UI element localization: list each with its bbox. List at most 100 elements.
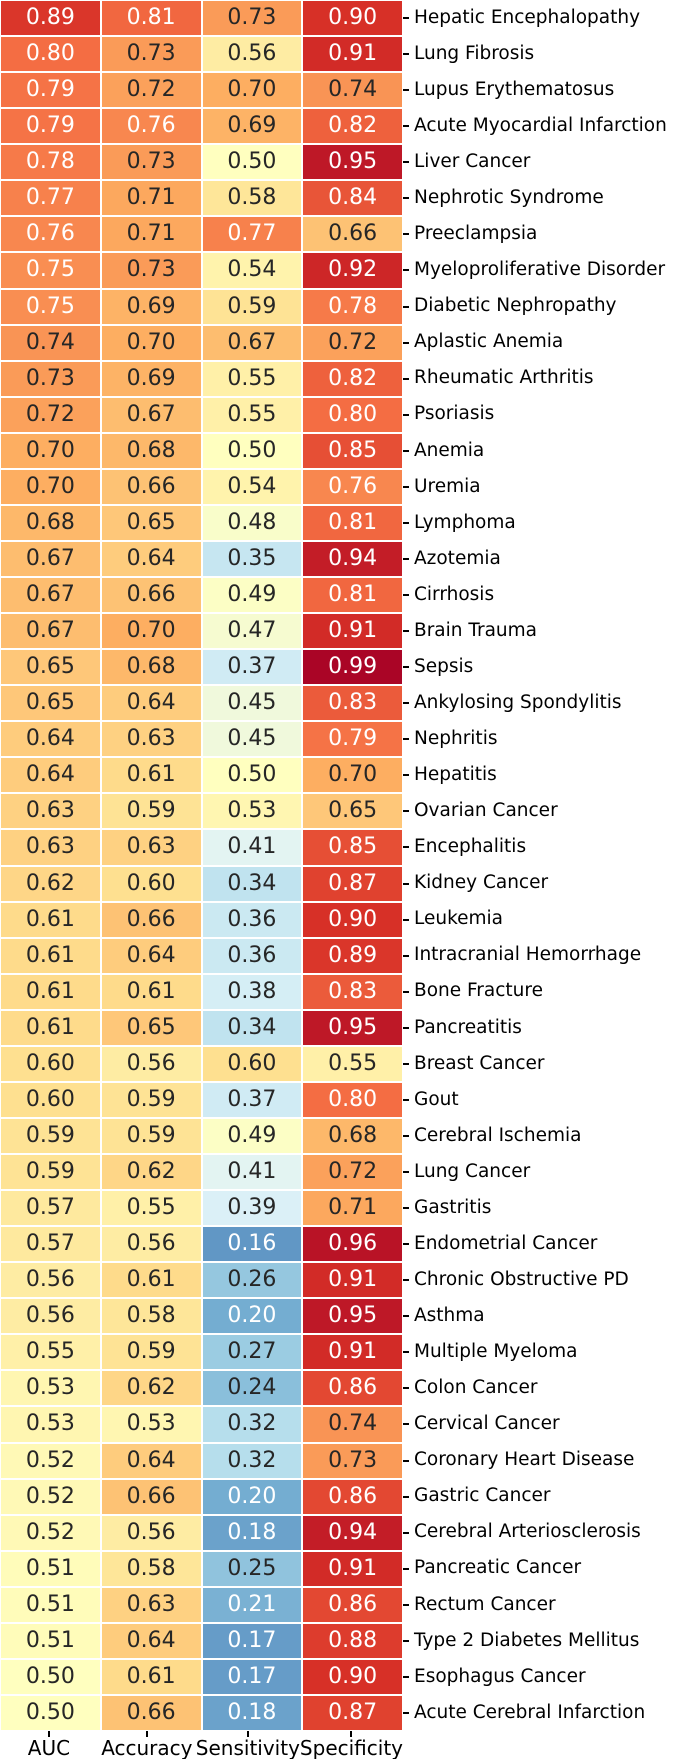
heatmap-row: 0.77 0.71 0.58 0.84 — [0, 180, 403, 217]
heatmap-cell-sensitivity: 0.34 — [201, 1009, 303, 1046]
y-tick — [403, 1495, 409, 1498]
heatmap-cell-specificity: 0.66 — [302, 216, 403, 253]
row-label: Bone Fracture — [414, 980, 543, 1002]
row-label: Psoriasis — [414, 403, 495, 425]
y-tick — [403, 305, 409, 308]
heatmap-cell-sensitivity: 0.45 — [201, 685, 303, 722]
row-label: Coronary Heart Disease — [414, 1449, 635, 1471]
heatmap-cell-specificity: 0.84 — [302, 180, 403, 217]
heatmap-cell-specificity: 0.95 — [302, 144, 403, 181]
heatmap-row: 0.57 0.56 0.16 0.96 — [0, 1226, 403, 1263]
row-label: Leukemia — [414, 908, 504, 930]
heatmap-row: 0.61 0.61 0.38 0.83 — [0, 973, 403, 1010]
heatmap-cell-specificity: 0.95 — [302, 1298, 403, 1335]
y-tick — [403, 1531, 409, 1534]
y-tick — [403, 1026, 409, 1029]
heatmap-row: 0.50 0.61 0.17 0.90 — [0, 1658, 403, 1695]
heatmap-row: 0.60 0.56 0.60 0.55 — [0, 1045, 403, 1082]
x-tick — [350, 1731, 353, 1737]
y-tick — [403, 630, 409, 633]
row-label-item: Coronary Heart Disease — [403, 1443, 685, 1479]
heatmap-cell-auc: 0.65 — [0, 685, 101, 722]
heatmap-row: 0.65 0.68 0.37 0.99 — [0, 649, 403, 686]
row-label: Multiple Myeloma — [414, 1341, 578, 1363]
y-tick — [403, 413, 409, 416]
heatmap-row: 0.59 0.59 0.49 0.68 — [0, 1117, 403, 1154]
y-tick — [403, 918, 409, 921]
heatmap-cell-auc: 0.75 — [0, 288, 101, 325]
heatmap-row: 0.70 0.66 0.54 0.76 — [0, 468, 403, 505]
row-label-item: Rheumatic Arthritis — [403, 361, 685, 397]
heatmap-cell-accuracy: 0.65 — [100, 1009, 202, 1046]
heatmap-cell-accuracy: 0.61 — [100, 973, 202, 1010]
heatmap-cell-auc: 0.51 — [0, 1622, 101, 1659]
heatmap-cell-accuracy: 0.58 — [100, 1550, 202, 1587]
y-tick — [403, 1315, 409, 1318]
y-tick — [403, 89, 409, 92]
heatmap-cell-specificity: 0.86 — [302, 1586, 403, 1623]
x-axis-column-accuracy: Accuracy — [98, 1731, 196, 1759]
heatmap-cell-auc: 0.56 — [0, 1298, 101, 1335]
heatmap-cell-auc: 0.56 — [0, 1262, 101, 1299]
heatmap-cell-auc: 0.63 — [0, 793, 101, 830]
heatmap-cell-accuracy: 0.64 — [100, 540, 202, 577]
heatmap-cell-accuracy: 0.63 — [100, 829, 202, 866]
row-label-item: Anemia — [403, 433, 685, 469]
heatmap-cell-sensitivity: 0.17 — [201, 1658, 303, 1695]
row-label-item: Ovarian Cancer — [403, 793, 685, 829]
row-label-item: Hepatitis — [403, 757, 685, 793]
heatmap-cell-sensitivity: 0.55 — [201, 360, 303, 397]
row-label-item: Multiple Myeloma — [403, 1334, 685, 1370]
y-tick — [403, 521, 409, 524]
heatmap-cell-accuracy: 0.72 — [100, 72, 202, 109]
heatmap-cell-accuracy: 0.73 — [100, 36, 202, 73]
row-label: Azotemia — [414, 547, 501, 569]
heatmap-cell-accuracy: 0.66 — [100, 901, 202, 938]
heatmap-cell-sensitivity: 0.50 — [201, 757, 303, 794]
heatmap-cell-specificity: 0.91 — [302, 1262, 403, 1299]
heatmap-row: 0.51 0.63 0.21 0.86 — [0, 1586, 403, 1623]
heatmap-cell-accuracy: 0.67 — [100, 396, 202, 433]
heatmap-cell-specificity: 0.82 — [302, 360, 403, 397]
heatmap-cell-auc: 0.60 — [0, 1045, 101, 1082]
heatmap-cell-specificity: 0.72 — [302, 1154, 403, 1191]
y-tick — [403, 882, 409, 885]
row-label-item: Chronic Obstructive PD — [403, 1262, 685, 1298]
heatmap-cell-auc: 0.52 — [0, 1478, 101, 1515]
y-tick — [403, 17, 409, 20]
y-tick — [403, 1062, 409, 1065]
heatmap-cell-sensitivity: 0.27 — [201, 1334, 303, 1371]
heatmap-cell-auc: 0.67 — [0, 540, 101, 577]
row-label-item: Bone Fracture — [403, 974, 685, 1010]
heatmap-cell-sensitivity: 0.34 — [201, 865, 303, 902]
heatmap-cell-sensitivity: 0.69 — [201, 108, 303, 145]
heatmap-cell-accuracy: 0.58 — [100, 1298, 202, 1335]
heatmap-row: 0.70 0.68 0.50 0.85 — [0, 432, 403, 469]
heatmap-cell-sensitivity: 0.53 — [201, 793, 303, 830]
heatmap-cell-auc: 0.64 — [0, 721, 101, 758]
heatmap-cell-sensitivity: 0.38 — [201, 973, 303, 1010]
heatmap-row: 0.61 0.64 0.36 0.89 — [0, 937, 403, 974]
row-label: Lung Cancer — [414, 1160, 531, 1182]
heatmap-cell-accuracy: 0.59 — [100, 793, 202, 830]
heatmap-cell-specificity: 0.87 — [302, 1694, 403, 1731]
heatmap-cell-sensitivity: 0.55 — [201, 396, 303, 433]
heatmap-cell-sensitivity: 0.48 — [201, 504, 303, 541]
row-label-item: Pancreatitis — [403, 1010, 685, 1046]
row-label-item: Azotemia — [403, 541, 685, 577]
x-axis-label-sensitivity: Sensitivity — [195, 1736, 300, 1759]
heatmap-row: 0.52 0.56 0.18 0.94 — [0, 1514, 403, 1551]
row-label: Cerebral Ischemia — [414, 1124, 582, 1146]
heatmap-cell-sensitivity: 0.54 — [201, 252, 303, 289]
heatmap-cell-specificity: 0.55 — [302, 1045, 403, 1082]
heatmap-cell-accuracy: 0.66 — [100, 1694, 202, 1731]
heatmap-cell-accuracy: 0.63 — [100, 721, 202, 758]
heatmap-cell-sensitivity: 0.59 — [201, 288, 303, 325]
row-label-item: Type 2 Diabetes Mellitus — [403, 1623, 685, 1659]
heatmap-row: 0.65 0.64 0.45 0.83 — [0, 685, 403, 722]
heatmap-cell-accuracy: 0.71 — [100, 180, 202, 217]
heatmap-cell-specificity: 0.99 — [302, 649, 403, 686]
x-tick — [145, 1731, 148, 1737]
heatmap-cell-specificity: 0.91 — [302, 613, 403, 650]
row-label-item: Gastric Cancer — [403, 1479, 685, 1515]
